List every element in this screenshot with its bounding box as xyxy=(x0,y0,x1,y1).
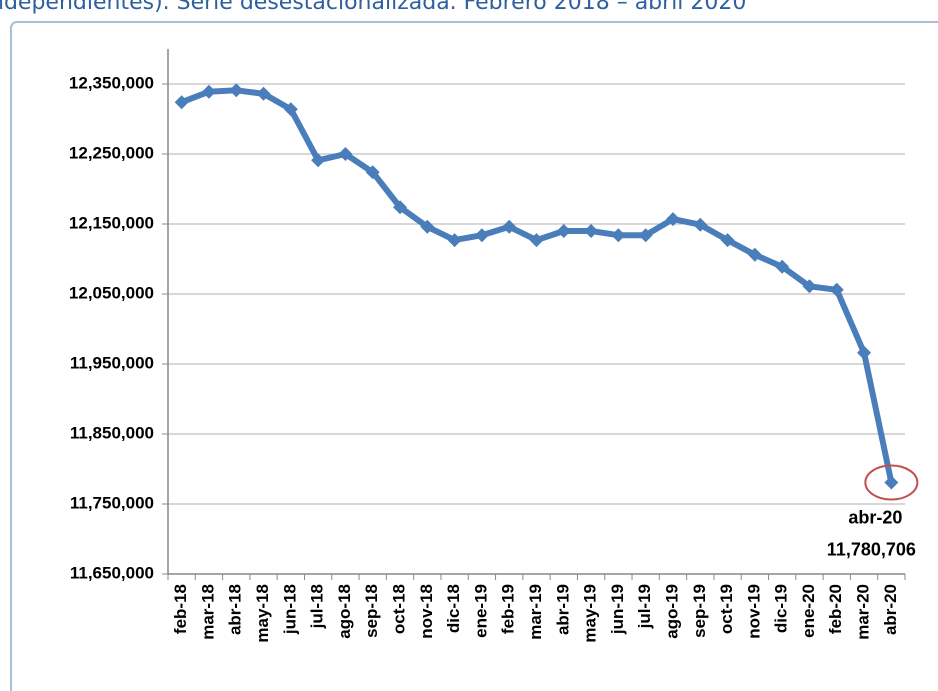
data-point xyxy=(775,259,790,274)
data-point xyxy=(201,84,216,99)
data-point xyxy=(693,217,708,232)
data-point xyxy=(720,233,735,248)
x-tick-label: dic-18 xyxy=(444,584,463,633)
data-point xyxy=(584,224,599,238)
data-point xyxy=(283,102,298,117)
y-tick-label: 12,050,000 xyxy=(69,283,154,302)
y-tick-label: 11,950,000 xyxy=(70,353,154,372)
y-tick-label: 11,650,000 xyxy=(70,563,154,582)
x-tick-label: mar-18 xyxy=(198,584,217,640)
data-point xyxy=(611,228,626,243)
y-tick-label: 12,150,000 xyxy=(69,213,154,232)
data-point xyxy=(311,153,326,168)
data-point xyxy=(338,147,353,161)
x-tick-label: mar-19 xyxy=(526,584,545,640)
x-tick-label: nov-19 xyxy=(744,584,763,639)
y-tick-label: 12,250,000 xyxy=(69,143,154,162)
data-point xyxy=(365,165,380,180)
annotation-category: abr-20 xyxy=(848,507,902,527)
x-tick-label: oct-18 xyxy=(390,584,409,634)
y-tick-label: 11,750,000 xyxy=(70,493,154,512)
x-tick-label: ene-20 xyxy=(799,584,818,638)
x-tick-label: ago-18 xyxy=(335,584,354,639)
x-tick-label: jun-18 xyxy=(280,584,299,635)
data-point xyxy=(502,219,517,234)
x-tick-label: feb-19 xyxy=(499,584,518,634)
data-point xyxy=(529,233,544,248)
x-tick-label: jul-18 xyxy=(308,584,327,629)
data-line xyxy=(180,87,895,484)
x-tick-label: may-19 xyxy=(581,584,600,643)
x-tick-label: jun-19 xyxy=(608,584,627,635)
y-tick-label: 12,350,000 xyxy=(69,73,154,92)
data-point xyxy=(638,228,653,243)
data-point xyxy=(393,200,408,215)
y-tick-label: 11,850,000 xyxy=(70,423,154,442)
data-point xyxy=(829,282,844,297)
x-tick-label: abr-20 xyxy=(881,584,900,635)
x-tick-label: oct-19 xyxy=(717,584,736,634)
data-point xyxy=(802,279,817,294)
data-point xyxy=(556,224,571,238)
chart-title: ndependientes). Serie desestacionalizada… xyxy=(0,0,746,15)
highlight-circle xyxy=(864,464,919,501)
data-point xyxy=(665,212,680,227)
data-point xyxy=(256,86,271,101)
x-tick-label: feb-18 xyxy=(171,584,190,634)
x-tick-label: jul-19 xyxy=(635,584,654,629)
x-tick-label: may-18 xyxy=(253,584,272,643)
data-point xyxy=(229,83,244,98)
data-point xyxy=(174,95,189,110)
data-point xyxy=(857,345,872,360)
x-tick-label: ene-19 xyxy=(471,584,490,638)
data-point xyxy=(474,228,489,243)
x-tick-label: abr-19 xyxy=(553,584,572,635)
x-tick-label: feb-20 xyxy=(826,584,845,634)
data-point xyxy=(747,247,762,262)
x-tick-label: abr-18 xyxy=(226,584,245,635)
x-tick-label: dic-19 xyxy=(772,584,791,633)
x-tick-label: sep-18 xyxy=(362,584,381,638)
chart-frame xyxy=(10,21,938,691)
data-point xyxy=(447,233,462,248)
value-label: 11,780,706 xyxy=(827,539,916,559)
data-point xyxy=(884,475,899,490)
x-tick-label: mar-20 xyxy=(854,584,873,640)
data-point xyxy=(420,219,435,234)
x-tick-label: sep-19 xyxy=(690,584,709,638)
x-tick-label: ago-19 xyxy=(662,584,681,639)
x-tick-label: nov-18 xyxy=(417,584,436,639)
